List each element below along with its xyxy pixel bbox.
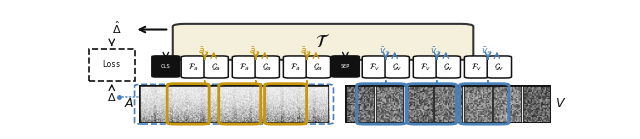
Text: $V$: $V$ (555, 97, 566, 110)
Text: $\mathcal{G}_v$: $\mathcal{G}_v$ (392, 61, 403, 73)
Text: SEP: SEP (340, 64, 350, 69)
Text: $A$: $A$ (124, 97, 134, 110)
Text: $A_2$: $A_2$ (248, 85, 260, 98)
FancyBboxPatch shape (362, 56, 387, 78)
Text: $\mathcal{G}_a$: $\mathcal{G}_a$ (211, 61, 221, 73)
FancyBboxPatch shape (465, 56, 489, 78)
Text: $\mathcal{G}_v$: $\mathcal{G}_v$ (494, 61, 504, 73)
FancyBboxPatch shape (204, 56, 228, 78)
Text: $\bar{v}_S$: $\bar{v}_S$ (481, 46, 492, 58)
Text: $\bar{v}_2$: $\bar{v}_2$ (430, 46, 441, 58)
Text: $\mathcal{G}_a$: $\mathcal{G}_a$ (313, 61, 323, 73)
Text: $\hat{\Delta}$: $\hat{\Delta}$ (113, 19, 122, 36)
FancyBboxPatch shape (413, 56, 438, 78)
Text: $A_S$: $A_S$ (299, 85, 312, 98)
Text: $\bar{v}_1$: $\bar{v}_1$ (379, 46, 390, 58)
Text: $\mathcal{F}_a$: $\mathcal{F}_a$ (188, 61, 198, 73)
Text: $\bar{a}_2$: $\bar{a}_2$ (249, 46, 260, 58)
Text: $\mathcal{F}_v$: $\mathcal{F}_v$ (369, 61, 380, 73)
FancyBboxPatch shape (181, 56, 205, 78)
FancyBboxPatch shape (232, 56, 257, 78)
FancyBboxPatch shape (436, 56, 460, 78)
FancyBboxPatch shape (487, 56, 511, 78)
Text: CLS: CLS (161, 64, 171, 69)
Text: $\mathcal{G}_a$: $\mathcal{G}_a$ (262, 61, 273, 73)
Text: $V_S$: $V_S$ (481, 85, 492, 98)
Text: $\mathcal{T}$: $\mathcal{T}$ (316, 33, 331, 51)
Text: $\mathcal{G}_v$: $\mathcal{G}_v$ (443, 61, 454, 73)
FancyBboxPatch shape (152, 56, 180, 77)
FancyBboxPatch shape (306, 56, 330, 78)
FancyBboxPatch shape (385, 56, 410, 78)
Text: $\bar{a}_S$: $\bar{a}_S$ (300, 46, 311, 58)
Text: Loss: Loss (102, 60, 121, 69)
Text: $\mathcal{F}_v$: $\mathcal{F}_v$ (471, 61, 482, 73)
Text: $\mathcal{F}_a$: $\mathcal{F}_a$ (290, 61, 301, 73)
Text: $\bar{a}_1$: $\bar{a}_1$ (198, 46, 209, 58)
Text: $\Delta$: $\Delta$ (107, 91, 116, 103)
FancyBboxPatch shape (255, 56, 280, 78)
Text: $V_1$: $V_1$ (378, 85, 390, 98)
FancyBboxPatch shape (284, 56, 308, 78)
Text: $A_1$: $A_1$ (197, 85, 209, 98)
Text: $\mathcal{F}_a$: $\mathcal{F}_a$ (239, 61, 250, 73)
Text: $\mathcal{F}_v$: $\mathcal{F}_v$ (420, 61, 431, 73)
FancyBboxPatch shape (332, 56, 359, 77)
Bar (89, 49, 134, 81)
Text: $V_2$: $V_2$ (429, 85, 441, 98)
FancyBboxPatch shape (173, 24, 474, 60)
